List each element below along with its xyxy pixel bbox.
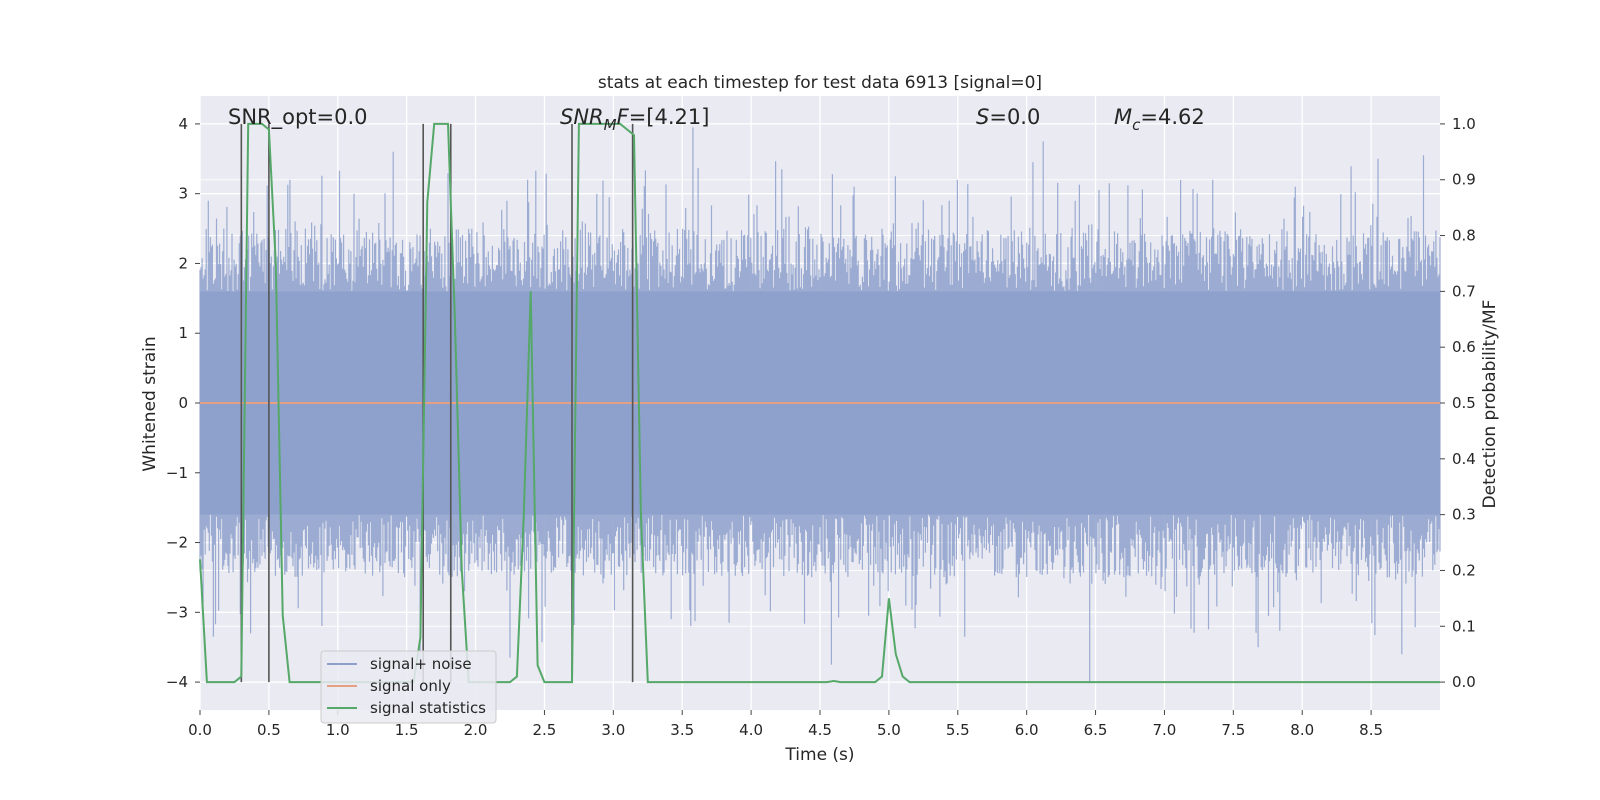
y2-tick-label: 0.3	[1452, 506, 1476, 524]
legend-label-noise: signal+ noise	[370, 655, 472, 673]
y-tick-label: −3	[166, 603, 188, 621]
x-axis: 0.0 0.5 1.0 1.5 2.0 2.5 3.0 3.5 4.0 4.5 5.0 5.5 6.0 6…	[188, 710, 1383, 739]
x-tick-label: 6.5	[1084, 721, 1108, 739]
x-tick-label: 1.0	[326, 721, 350, 739]
x-tick-label: 5.5	[946, 721, 970, 739]
y2-tick-label: 0.9	[1452, 171, 1476, 189]
x-tick-label: 7.5	[1221, 721, 1245, 739]
y-tick-label: 1	[178, 324, 188, 342]
overlay	[199, 122, 1440, 684]
y-axis-label: Whitened strain	[140, 336, 160, 471]
x-tick-label: 5.0	[877, 721, 901, 739]
x-tick-label: 0.5	[257, 721, 281, 739]
y2-tick-label: 0.6	[1452, 338, 1476, 356]
annotation-snr-mf: SNRMF=[4.21]	[560, 105, 709, 134]
x-tick-label: 7.0	[1153, 721, 1177, 739]
y-tick-label: 4	[178, 115, 188, 133]
legend: signal+ noise signal only signal statist…	[320, 650, 497, 724]
x-tick-label: 1.5	[395, 721, 419, 739]
y-tick-label: 2	[178, 254, 188, 272]
x-tick-label: 4.0	[739, 721, 763, 739]
legend-box	[320, 650, 497, 724]
x-tick-label: 0.0	[188, 721, 212, 739]
annotation-s: S=0.0	[976, 105, 1040, 129]
legend-label-stats: signal statistics	[370, 699, 486, 717]
y2-tick-label: 0.7	[1452, 282, 1476, 300]
y-tick-label: 3	[178, 185, 188, 203]
legend-label-signal: signal only	[370, 677, 451, 695]
y2-tick-label: 0.8	[1452, 227, 1476, 245]
y-tick-label: −2	[166, 534, 188, 552]
x-tick-label: 2.0	[464, 721, 488, 739]
y2-tick-label: 0.5	[1452, 394, 1476, 412]
x-tick-label: 8.5	[1359, 721, 1383, 739]
signal-statistics-line	[199, 122, 1440, 684]
chart-title: stats at each timestep for test data 691…	[598, 73, 1042, 93]
x-axis-label: Time (s)	[784, 745, 854, 765]
annotation-snr-opt: SNR_opt=0.0	[228, 105, 368, 130]
y-tick-label: −1	[166, 464, 188, 482]
x-tick-label: 3.5	[670, 721, 694, 739]
x-tick-label: 4.5	[808, 721, 832, 739]
x-tick-label: 2.5	[533, 721, 557, 739]
left-axis: 4 3 2 1 0 −1 −2 −3 −4	[166, 115, 200, 691]
y2-tick-label: 1.0	[1452, 115, 1476, 133]
y-tick-label: −4	[166, 673, 188, 691]
y2-tick-label: 0.4	[1452, 450, 1476, 468]
y2-tick-label: 0.0	[1452, 673, 1476, 691]
x-tick-label: 3.0	[601, 721, 625, 739]
x-tick-label: 8.0	[1290, 721, 1314, 739]
y-tick-label: 0	[178, 394, 188, 412]
y2-axis-label: Detection probability/MF	[1480, 300, 1500, 509]
right-axis: 1.0 0.9 0.8 0.7 0.6 0.5 0.4 0.3 0.2 0.1 0.0	[1440, 115, 1476, 691]
y2-tick-label: 0.1	[1452, 617, 1476, 635]
y2-tick-label: 0.2	[1452, 561, 1476, 579]
annotation-mc: Mc=4.62	[1114, 105, 1205, 134]
x-tick-label: 6.0	[1015, 721, 1039, 739]
